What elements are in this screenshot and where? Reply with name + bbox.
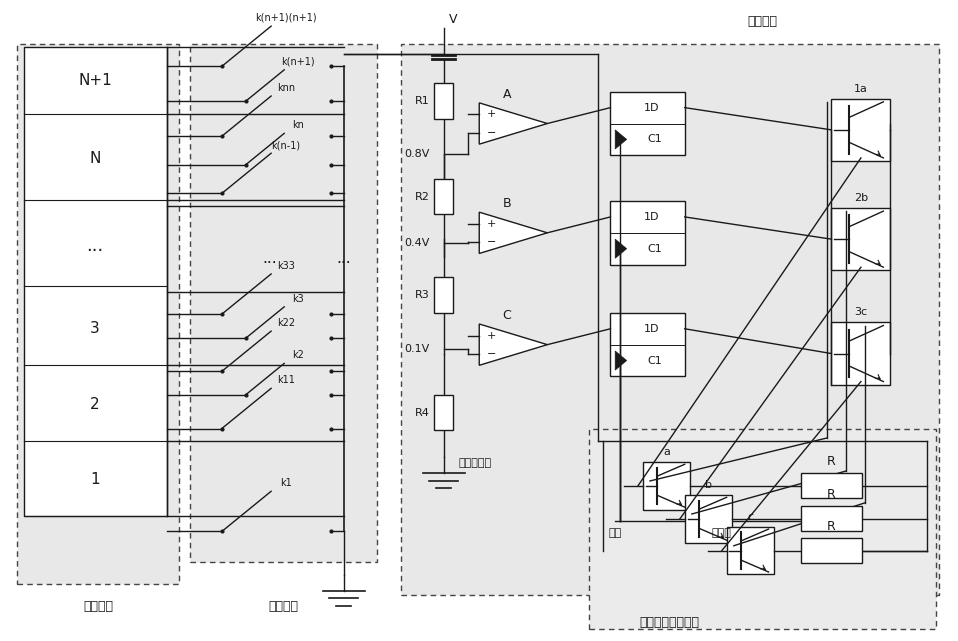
Bar	[801, 538, 862, 563]
Polygon shape	[479, 324, 547, 365]
Text: R2: R2	[415, 192, 429, 201]
Bar	[726, 527, 774, 574]
Text: C1: C1	[648, 244, 662, 254]
Text: R: R	[827, 455, 835, 468]
Text: 电压比较选通模块: 电压比较选通模块	[640, 616, 699, 629]
Polygon shape	[615, 239, 627, 258]
Polygon shape	[615, 351, 627, 370]
Text: 0.4V: 0.4V	[404, 238, 429, 248]
Text: k(n-1): k(n-1)	[271, 140, 301, 150]
Bar	[832, 322, 890, 385]
Text: k(n+1): k(n+1)	[282, 56, 315, 67]
Text: k3: k3	[292, 294, 304, 304]
Text: 2b: 2b	[854, 193, 868, 203]
Text: k2: k2	[292, 350, 304, 360]
Bar	[685, 495, 732, 542]
Text: b: b	[705, 480, 712, 490]
Text: 1D: 1D	[644, 103, 659, 113]
Text: 1D: 1D	[644, 324, 659, 334]
Text: 3c: 3c	[855, 307, 868, 317]
Polygon shape	[479, 103, 547, 144]
Bar	[588, 429, 936, 629]
Text: A: A	[503, 88, 512, 101]
Text: R3: R3	[415, 290, 429, 300]
Text: knn: knn	[277, 83, 295, 93]
Text: R: R	[827, 520, 835, 533]
Text: k1: k1	[281, 478, 292, 488]
Text: k33: k33	[277, 261, 295, 271]
Bar	[610, 313, 685, 376]
Text: 0.8V: 0.8V	[404, 149, 429, 159]
Bar	[832, 208, 890, 271]
Text: −: −	[487, 128, 496, 138]
Text: +: +	[487, 331, 496, 340]
Text: −: −	[487, 237, 496, 247]
Bar	[643, 462, 691, 510]
Text: 3: 3	[90, 321, 100, 336]
Text: 电压比较器: 电压比较器	[458, 458, 491, 469]
Text: C: C	[503, 309, 512, 322]
Text: 使能: 使能	[608, 528, 622, 538]
Text: 1: 1	[90, 472, 100, 488]
Bar	[801, 473, 862, 499]
Text: B: B	[503, 197, 512, 210]
Text: a: a	[663, 447, 670, 457]
Text: +: +	[487, 110, 496, 119]
Text: 1a: 1a	[854, 83, 868, 94]
Text: C1: C1	[648, 135, 662, 144]
Bar	[400, 44, 939, 595]
Text: R: R	[827, 488, 835, 501]
Text: 1D: 1D	[644, 212, 659, 222]
Text: k(n+1)(n+1): k(n+1)(n+1)	[256, 13, 317, 23]
Bar	[191, 44, 377, 562]
Text: R1: R1	[415, 96, 429, 106]
Text: k22: k22	[277, 318, 295, 328]
Polygon shape	[479, 212, 547, 253]
Text: c: c	[747, 512, 754, 522]
Text: C1: C1	[648, 356, 662, 365]
Bar	[17, 44, 179, 584]
Text: 电堆模块: 电堆模块	[83, 600, 113, 613]
Text: ...: ...	[86, 237, 103, 255]
Bar	[434, 179, 453, 214]
Text: 开关阵列: 开关阵列	[269, 600, 299, 613]
Text: +: +	[487, 219, 496, 229]
Text: 泄放模块: 泄放模块	[747, 15, 777, 28]
Text: 锁存器: 锁存器	[712, 528, 732, 538]
Bar	[801, 506, 862, 531]
Bar	[434, 395, 453, 431]
Bar	[24, 47, 167, 515]
Text: R4: R4	[415, 408, 429, 418]
Bar	[434, 278, 453, 313]
Text: −: −	[487, 349, 496, 359]
Text: V: V	[448, 13, 457, 26]
Text: ...: ...	[336, 251, 351, 266]
Bar	[434, 83, 453, 119]
Text: 2: 2	[90, 397, 100, 412]
Bar	[610, 201, 685, 265]
Text: N: N	[89, 151, 101, 166]
Text: kn: kn	[292, 120, 304, 130]
Text: ...: ...	[262, 251, 277, 266]
Bar	[610, 92, 685, 155]
Text: 0.1V: 0.1V	[404, 344, 429, 354]
Polygon shape	[615, 130, 627, 149]
Bar	[832, 99, 890, 161]
Text: N+1: N+1	[79, 73, 112, 88]
Text: k11: k11	[277, 375, 295, 385]
